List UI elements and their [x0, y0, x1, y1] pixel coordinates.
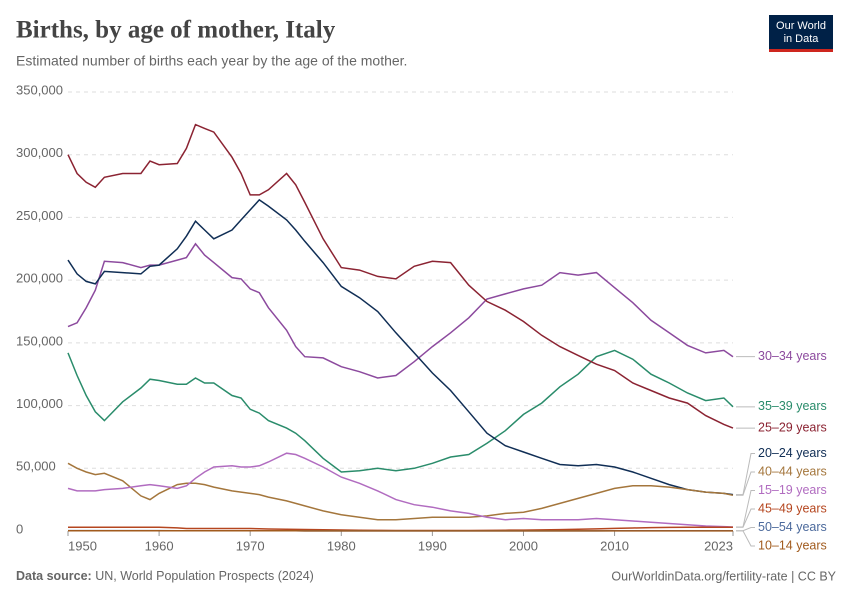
source: Data source: UN, World Population Prospe…	[16, 569, 314, 583]
y-tick-label: 300,000	[16, 145, 63, 160]
series-label: 10–14 years	[758, 538, 827, 552]
url: OurWorldinData.org/fertility-rate | CC B…	[611, 569, 836, 583]
label-leader	[736, 508, 755, 528]
y-tick-label: 250,000	[16, 208, 63, 223]
label-leader	[736, 471, 755, 496]
series-line	[67, 123, 734, 429]
series-line	[67, 349, 734, 473]
logo: Our World in Data	[769, 15, 833, 52]
x-tick-label: 2010	[600, 538, 629, 553]
x-tick-label: 1990	[418, 538, 447, 553]
y-tick-label: 350,000	[16, 82, 63, 97]
series-label: 25–29 years	[758, 420, 827, 434]
series-line	[67, 452, 734, 528]
chart-title: Births, by age of mother, Italy	[16, 17, 336, 44]
y-tick-label: 150,000	[16, 333, 63, 348]
series-line	[67, 242, 734, 379]
series-label: 45–49 years	[758, 501, 827, 515]
x-tick-label: 1970	[236, 538, 265, 553]
chart-subtitle: Estimated number of births each year by …	[16, 53, 407, 69]
y-tick-label: 200,000	[16, 271, 63, 286]
x-tick-label: 2000	[509, 538, 538, 553]
label-leader	[736, 530, 755, 547]
series-label: 50–54 years	[758, 520, 827, 534]
x-tick-label: 1980	[327, 538, 356, 553]
label-leader	[736, 453, 755, 496]
logo-text: Our World	[776, 20, 826, 32]
logo-bar	[769, 49, 833, 52]
logo-text: in Data	[784, 33, 820, 45]
series-line	[67, 462, 734, 521]
x-tick-label: 1960	[145, 538, 174, 553]
series-label: 35–39 years	[758, 399, 827, 413]
label-leader	[736, 527, 755, 532]
series-label: 15–19 years	[758, 483, 827, 497]
y-tick-label: 100,000	[16, 396, 63, 411]
source-text: UN, World Population Prospects (2024)	[95, 569, 314, 583]
series-label: 30–34 years	[758, 349, 827, 363]
x-tick-label: 2023	[704, 538, 733, 553]
series-label: 40–44 years	[758, 464, 827, 478]
series-label: 20–24 years	[758, 446, 827, 460]
logo-box	[769, 15, 833, 49]
series-line	[67, 198, 734, 496]
y-tick-label: 50,000	[16, 459, 56, 474]
series-line	[68, 526, 733, 532]
y-tick-label: 0	[16, 521, 23, 536]
x-tick-label: 1950	[68, 538, 97, 553]
source-label: Data source:	[16, 569, 92, 583]
